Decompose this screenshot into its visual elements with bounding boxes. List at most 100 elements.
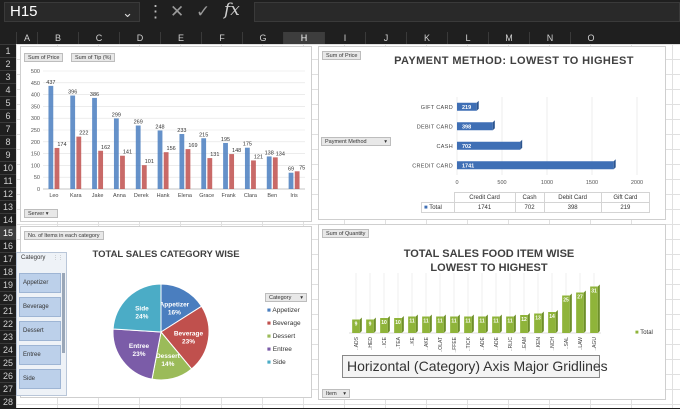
row-header[interactable]: 2 — [0, 57, 16, 70]
items-per-category-button[interactable]: No. of Items in each category — [24, 231, 104, 240]
slicer-item-beverage[interactable]: Beverage — [19, 297, 61, 317]
bar — [163, 152, 169, 189]
column-header[interactable]: A — [16, 32, 37, 44]
column-header[interactable]: E — [160, 32, 201, 44]
bar — [548, 312, 556, 333]
row-header[interactable]: 12 — [0, 187, 16, 200]
y-tick-label: 0 — [37, 187, 40, 193]
bar-side — [485, 314, 488, 333]
row-header[interactable]: 7 — [0, 122, 16, 135]
row-header[interactable]: 14 — [0, 213, 16, 226]
row-header[interactable]: 8 — [0, 135, 16, 148]
y-tick-label: 150 — [31, 152, 40, 158]
slice-percent: 23% — [132, 351, 145, 358]
chevron-down-icon[interactable]: ⌄ — [122, 5, 133, 20]
legend-label: Dessert — [272, 333, 296, 340]
slicer-item-appetizer[interactable]: Appetizer — [19, 273, 61, 293]
enter-icon[interactable]: ✓ — [196, 2, 211, 21]
slice-percent: 14% — [161, 361, 174, 368]
bar — [478, 316, 486, 333]
row-header[interactable]: 28 — [0, 395, 16, 408]
column-header[interactable]: J — [365, 32, 406, 44]
row-header[interactable]: 6 — [0, 109, 16, 122]
name-box-value: H15 — [10, 3, 38, 20]
row-header[interactable]: 13 — [0, 200, 16, 213]
row-header[interactable]: 18 — [0, 265, 16, 278]
column-header[interactable]: H — [283, 32, 324, 44]
column-header[interactable]: B — [37, 32, 78, 44]
cancel-icon[interactable]: ✕ — [170, 2, 185, 21]
row-header[interactable]: 23 — [0, 330, 16, 343]
row-header[interactable]: 4 — [0, 83, 16, 96]
payment-method-filter-button[interactable]: Payment Method ▾ — [321, 137, 391, 146]
row-header[interactable]: 20 — [0, 291, 16, 304]
category-slicer[interactable]: Category ⋮⋮ Appetizer Beverage Dessert E… — [16, 252, 67, 396]
row-header[interactable]: 25 — [0, 356, 16, 369]
slicer-scrollbar[interactable] — [62, 273, 65, 353]
data-label: 702 — [462, 144, 471, 150]
data-label: 138 — [265, 150, 274, 156]
multi-select-icon[interactable]: ⋮⋮ — [53, 255, 63, 261]
row-header[interactable]: 26 — [0, 369, 16, 382]
y-tick-label: 250 — [31, 128, 40, 134]
column-header[interactable]: O — [570, 32, 611, 44]
slicer-item-side[interactable]: Side — [19, 369, 61, 389]
server-chart[interactable]: Sum of Price Sum of Tip (%) 0 50 100 150 200… — [20, 46, 312, 222]
server-filter-button[interactable]: Server ▾ — [24, 209, 58, 218]
data-label: 10 — [381, 320, 387, 326]
row-header[interactable]: 17 — [0, 252, 16, 265]
row-header[interactable]: 24 — [0, 343, 16, 356]
row-header[interactable]: 1 — [0, 44, 16, 57]
column-header[interactable]: F — [201, 32, 242, 44]
row-header[interactable]: 9 — [0, 148, 16, 161]
legend-label: Beverage — [272, 320, 301, 327]
item-filter-button[interactable]: Item ▾ — [322, 389, 350, 398]
legend-label: Appetizer — [272, 307, 300, 314]
slicer-item-dessert[interactable]: Dessert — [19, 321, 61, 341]
row-header[interactable]: 5 — [0, 96, 16, 109]
column-header[interactable]: I — [324, 32, 365, 44]
category-pie-chart[interactable]: No. of Items in each category TOTAL SALE… — [20, 226, 312, 398]
bar — [576, 292, 584, 333]
sum-of-price-button-2[interactable]: Sum of Price — [322, 51, 362, 60]
payment-method-chart[interactable]: Sum of Price PAYMENT METHOD: LOWEST TO H… — [318, 46, 666, 220]
insert-function-icon[interactable]: fx — [224, 0, 240, 20]
row-header[interactable]: 10 — [0, 161, 16, 174]
bar — [464, 316, 472, 333]
column-header[interactable]: D — [119, 32, 160, 44]
server-filter-label: Server — [28, 211, 45, 217]
row-header[interactable]: 19 — [0, 278, 16, 291]
column-header[interactable]: M — [488, 32, 529, 44]
more-options-icon[interactable]: ⋮ — [147, 2, 164, 21]
x-tick-label: Anna — [113, 193, 127, 199]
category-legend-button[interactable]: Category ▾ — [265, 293, 307, 302]
row-header[interactable]: 11 — [0, 174, 16, 187]
slice-percent: 16% — [168, 310, 181, 317]
row-header[interactable]: 16 — [0, 239, 16, 252]
x-tick-label: Iris — [290, 193, 298, 199]
row-header[interactable]: 21 — [0, 304, 16, 317]
column-header[interactable]: L — [447, 32, 488, 44]
x-tick-label: ..NCH — [550, 337, 556, 351]
name-box[interactable]: H15 ⌄ — [4, 2, 140, 22]
sum-of-quantity-button[interactable]: Sum of Quantity — [322, 229, 370, 238]
row-header[interactable]: 3 — [0, 70, 16, 83]
data-label: 156 — [167, 146, 176, 152]
row-header[interactable]: 15 — [0, 226, 16, 239]
table-header-row: Credit Card Cash Debit Card Gift Card — [422, 192, 651, 203]
sum-of-tip-button[interactable]: Sum of Tip (%) — [71, 53, 116, 62]
x-tick-label: Derek — [134, 193, 149, 199]
column-header[interactable]: C — [78, 32, 119, 44]
column-header[interactable]: N — [529, 32, 570, 44]
slicer-item-entree[interactable]: Entree — [19, 345, 61, 365]
row-header[interactable]: 27 — [0, 382, 16, 395]
y-tick-label: 500 — [31, 69, 40, 75]
sum-of-price-button[interactable]: Sum of Price — [24, 53, 64, 62]
table-header: Gift Card — [600, 192, 651, 203]
column-header[interactable]: K — [406, 32, 447, 44]
column-header[interactable]: G — [242, 32, 283, 44]
row-header[interactable]: 22 — [0, 317, 16, 330]
formula-input[interactable] — [254, 2, 680, 22]
data-label: 248 — [155, 124, 164, 130]
bar-side — [387, 316, 390, 333]
